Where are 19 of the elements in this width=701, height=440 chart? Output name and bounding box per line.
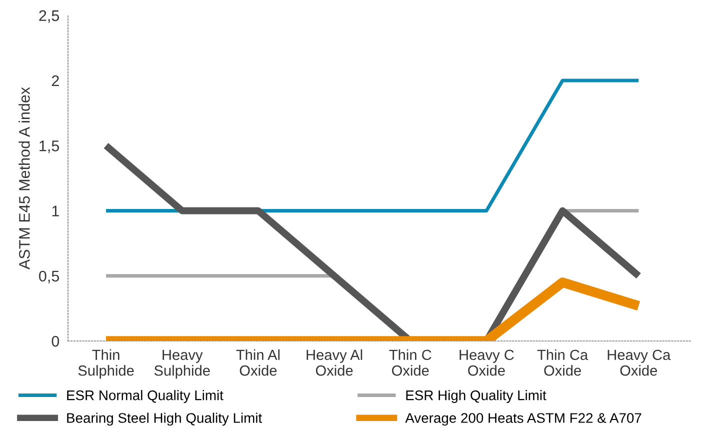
y-tick-label: 0 [52, 336, 60, 347]
legend-label: ESR High Quality Limit [406, 390, 546, 403]
legend-label: Average 200 Heats ASTM F22 & A707 [405, 413, 642, 426]
legend-label: Bearing Steel High Quality Limit [67, 412, 262, 426]
y-tick-label: 2 [52, 75, 59, 86]
y-tick-label: 1,5 [40, 140, 60, 154]
y-tick-label: 2,5 [39, 10, 60, 23]
x-tick-label: Thin Sulphide [78, 349, 134, 379]
x-tick-label: Thin C Oxide [389, 349, 432, 376]
x-tick-label: Heavy C Oxide [460, 350, 514, 376]
legend-label: ESR Normal Quality Limit [67, 390, 224, 403]
x-tick-label: Heavy Al Oxide [306, 349, 362, 376]
x-tick-label: Thin Ca Oxide [537, 349, 588, 376]
y-tick-label: 0,5 [39, 270, 60, 284]
x-tick-label: Thin Al Oxide [236, 349, 280, 376]
y-axis-title: ASTM E45 Method A index [18, 87, 30, 270]
x-tick-label: Heavy Ca Oxide [608, 350, 671, 376]
x-tick-label: Heavy Sulphide [154, 350, 210, 379]
y-tick-label: 1 [52, 206, 59, 216]
